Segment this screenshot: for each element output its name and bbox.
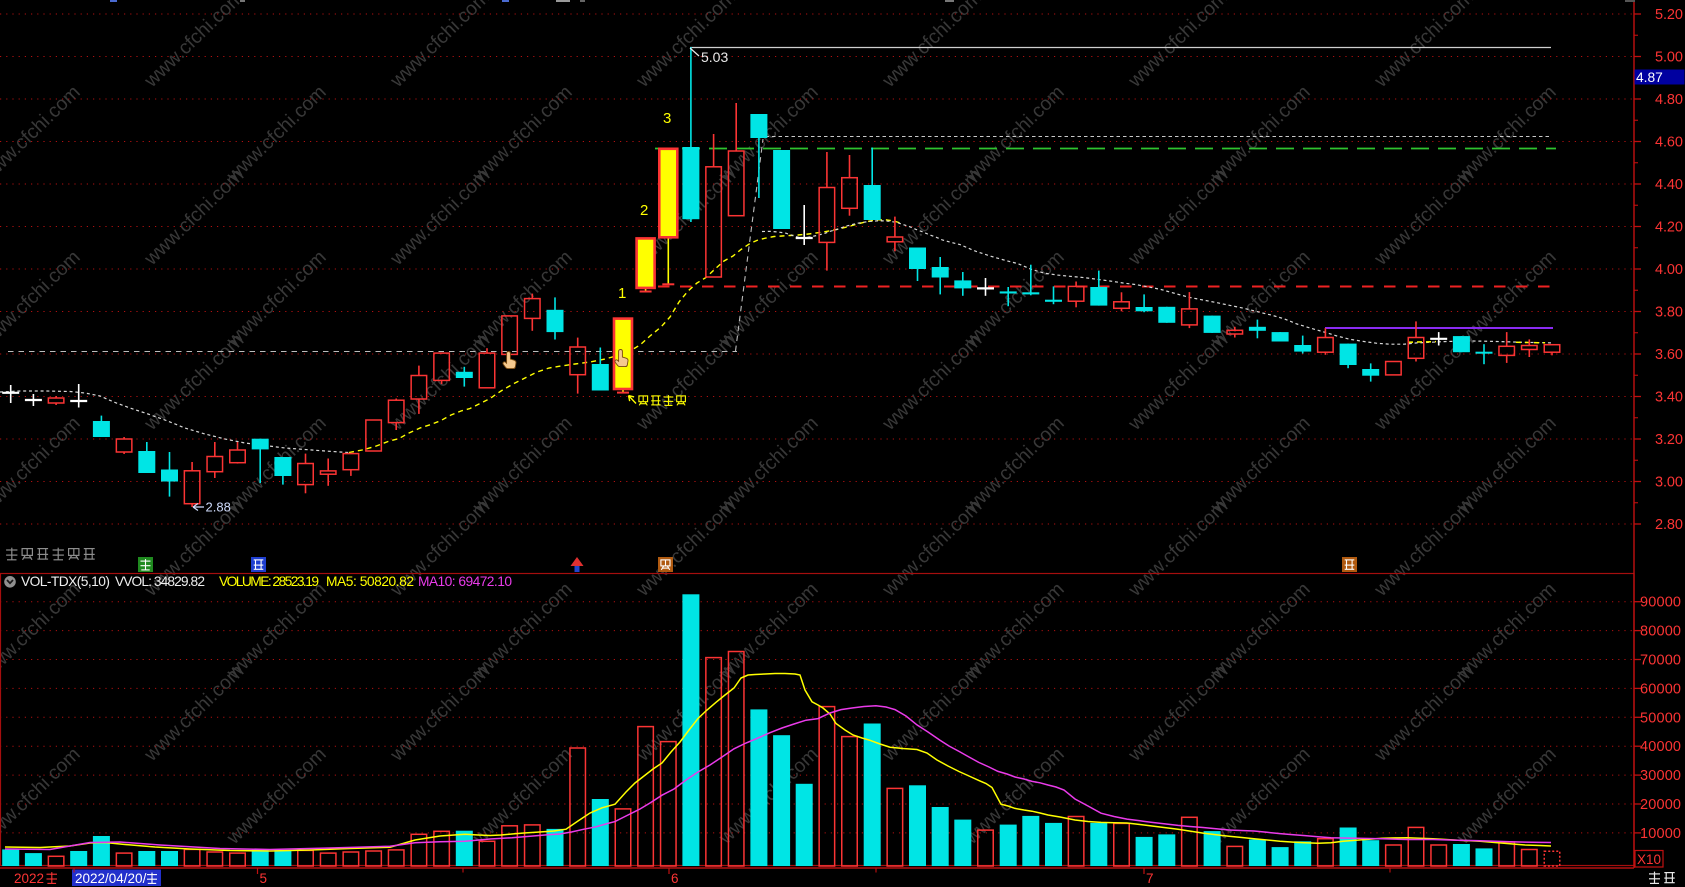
svg-text:5.00: 5.00 bbox=[1655, 50, 1683, 66]
svg-text:60000: 60000 bbox=[1640, 681, 1681, 697]
svg-text:50000: 50000 bbox=[1640, 710, 1681, 726]
svg-text:2022: 2022 bbox=[14, 871, 44, 886]
svg-text:3.00: 3.00 bbox=[1655, 475, 1683, 491]
svg-text:MA5: 50820.82: MA5: 50820.82 bbox=[326, 574, 414, 589]
svg-text:4.00: 4.00 bbox=[1655, 262, 1683, 278]
svg-text:80000: 80000 bbox=[1640, 624, 1681, 640]
svg-text:5.03: 5.03 bbox=[701, 49, 728, 65]
svg-text:4.87: 4.87 bbox=[1636, 70, 1663, 85]
svg-text:3: 3 bbox=[663, 110, 671, 127]
svg-text:4.40: 4.40 bbox=[1655, 177, 1683, 193]
svg-text:2022/04/20/: 2022/04/20/ bbox=[75, 871, 147, 886]
svg-text:7: 7 bbox=[1146, 871, 1154, 886]
svg-text:30000: 30000 bbox=[1640, 768, 1681, 784]
svg-text:4.60: 4.60 bbox=[1655, 135, 1683, 151]
svg-text:3.20: 3.20 bbox=[1655, 432, 1683, 448]
svg-text:VVOL: 34829.82: VVOL: 34829.82 bbox=[115, 574, 205, 589]
svg-text:1: 1 bbox=[618, 285, 626, 302]
svg-text:3.80: 3.80 bbox=[1655, 305, 1683, 321]
svg-text:4.20: 4.20 bbox=[1655, 220, 1683, 236]
svg-text:5: 5 bbox=[260, 871, 268, 886]
svg-text:2.80: 2.80 bbox=[1655, 517, 1683, 533]
svg-text:2: 2 bbox=[640, 202, 648, 219]
svg-text:VOLUME: 28523.19: VOLUME: 28523.19 bbox=[219, 574, 319, 589]
svg-text:VOL-TDX(5,10): VOL-TDX(5,10) bbox=[21, 574, 110, 589]
svg-text:2.88: 2.88 bbox=[206, 500, 231, 515]
svg-text:3.60: 3.60 bbox=[1655, 347, 1683, 363]
svg-text:20000: 20000 bbox=[1640, 797, 1681, 813]
svg-text:4.80: 4.80 bbox=[1655, 92, 1683, 108]
svg-text:5.20: 5.20 bbox=[1655, 7, 1683, 23]
svg-text:3.40: 3.40 bbox=[1655, 390, 1683, 406]
svg-text:90000: 90000 bbox=[1640, 595, 1681, 611]
svg-text:6: 6 bbox=[671, 871, 679, 886]
svg-text:10000: 10000 bbox=[1640, 826, 1681, 842]
svg-text:X10: X10 bbox=[1637, 852, 1661, 867]
svg-text:MA10: 69472.10: MA10: 69472.10 bbox=[418, 574, 512, 589]
svg-text:70000: 70000 bbox=[1640, 653, 1681, 669]
svg-text:40000: 40000 bbox=[1640, 739, 1681, 755]
